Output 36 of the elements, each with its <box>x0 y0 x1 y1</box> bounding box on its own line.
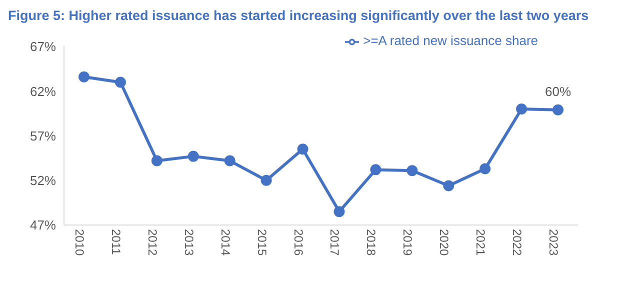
y-tick-label: 52% <box>30 173 56 188</box>
x-tick-label: 2019 <box>400 229 415 256</box>
x-tick-label: 2013 <box>182 229 196 256</box>
point <box>480 163 491 174</box>
point <box>151 155 162 166</box>
x-tick-label: 2021 <box>474 229 488 256</box>
x-tick-label: 2017 <box>328 229 342 256</box>
x-tick-label: 2014 <box>218 229 232 256</box>
point <box>516 104 528 115</box>
x-tick-label: 2022 <box>510 229 524 256</box>
x-tick-label: 2023 <box>546 229 560 256</box>
point <box>297 144 308 155</box>
chart-title: Figure 5: Higher rated issuance has started increasing significantly over the last two years <box>8 8 590 23</box>
point <box>370 164 382 176</box>
point <box>224 155 236 166</box>
x-tick-label: 2016 <box>291 229 306 256</box>
point <box>334 206 345 218</box>
point <box>406 165 418 176</box>
point <box>78 71 90 82</box>
point <box>188 150 199 162</box>
point <box>443 180 454 192</box>
point <box>114 76 126 88</box>
x-tick-label: 2015 <box>254 229 269 256</box>
x-tick-label: 2020 <box>437 229 452 256</box>
x-tick-label: 2011 <box>108 229 123 256</box>
point <box>552 104 564 116</box>
y-tick-label: 67% <box>30 39 56 54</box>
y-tick-label: 47% <box>30 218 56 233</box>
point <box>260 174 272 186</box>
x-tick-label: 2010 <box>72 229 86 256</box>
data-label: 60% <box>544 84 572 99</box>
y-tick-label: 57% <box>30 128 56 144</box>
legend-label: >=A rated new issuance share <box>363 33 538 48</box>
y-tick-label: 62% <box>30 84 56 99</box>
x-tick-label: 2012 <box>145 229 160 256</box>
x-tick-label: 2018 <box>364 229 378 256</box>
